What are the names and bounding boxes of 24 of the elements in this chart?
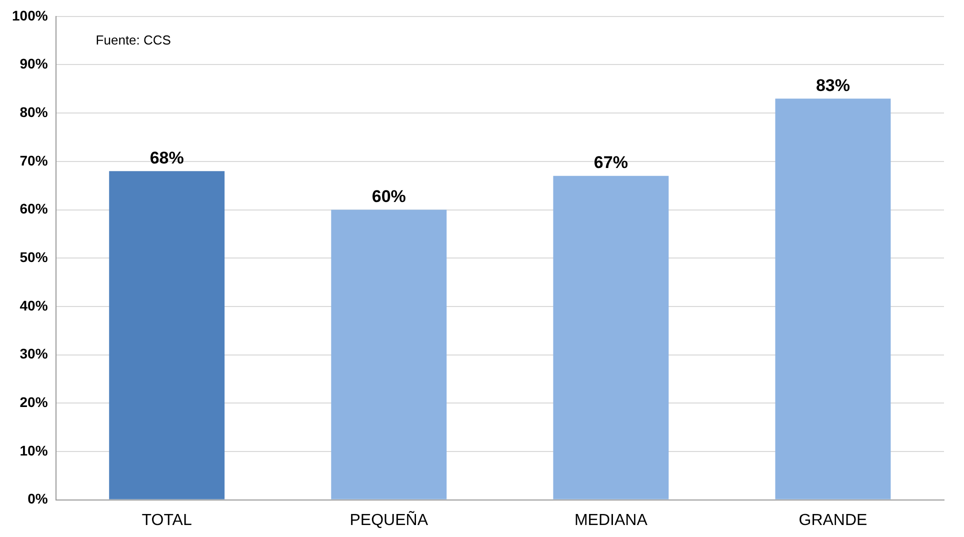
x-tick-label: PEQUEÑA <box>350 510 428 529</box>
x-tick-label: TOTAL <box>142 512 192 529</box>
data-label: 68% <box>150 148 184 168</box>
y-tick-label: 100% <box>12 7 48 24</box>
y-tick-label: 30% <box>20 346 48 362</box>
y-tick-label: 90% <box>20 56 48 72</box>
y-tick-label: 70% <box>20 152 48 168</box>
data-label: 83% <box>816 76 850 95</box>
bar <box>775 98 891 500</box>
y-tick-label: 20% <box>20 394 48 410</box>
bar <box>331 210 447 500</box>
x-tick-label: MEDIANA <box>574 512 648 529</box>
data-label: 67% <box>594 153 628 172</box>
data-label: 60% <box>372 186 406 206</box>
bar <box>109 171 225 500</box>
y-tick-label: 40% <box>20 297 48 314</box>
y-tick-label: 50% <box>20 248 48 265</box>
y-tick-label: 80% <box>20 104 48 120</box>
x-tick-label: GRANDE <box>798 512 868 529</box>
bar <box>553 176 669 500</box>
y-tick-label: 60% <box>20 200 48 217</box>
y-tick-label: 0% <box>28 490 48 507</box>
annotation: Fuente: CCS <box>96 32 172 48</box>
y-tick-label: 10% <box>20 442 48 458</box>
